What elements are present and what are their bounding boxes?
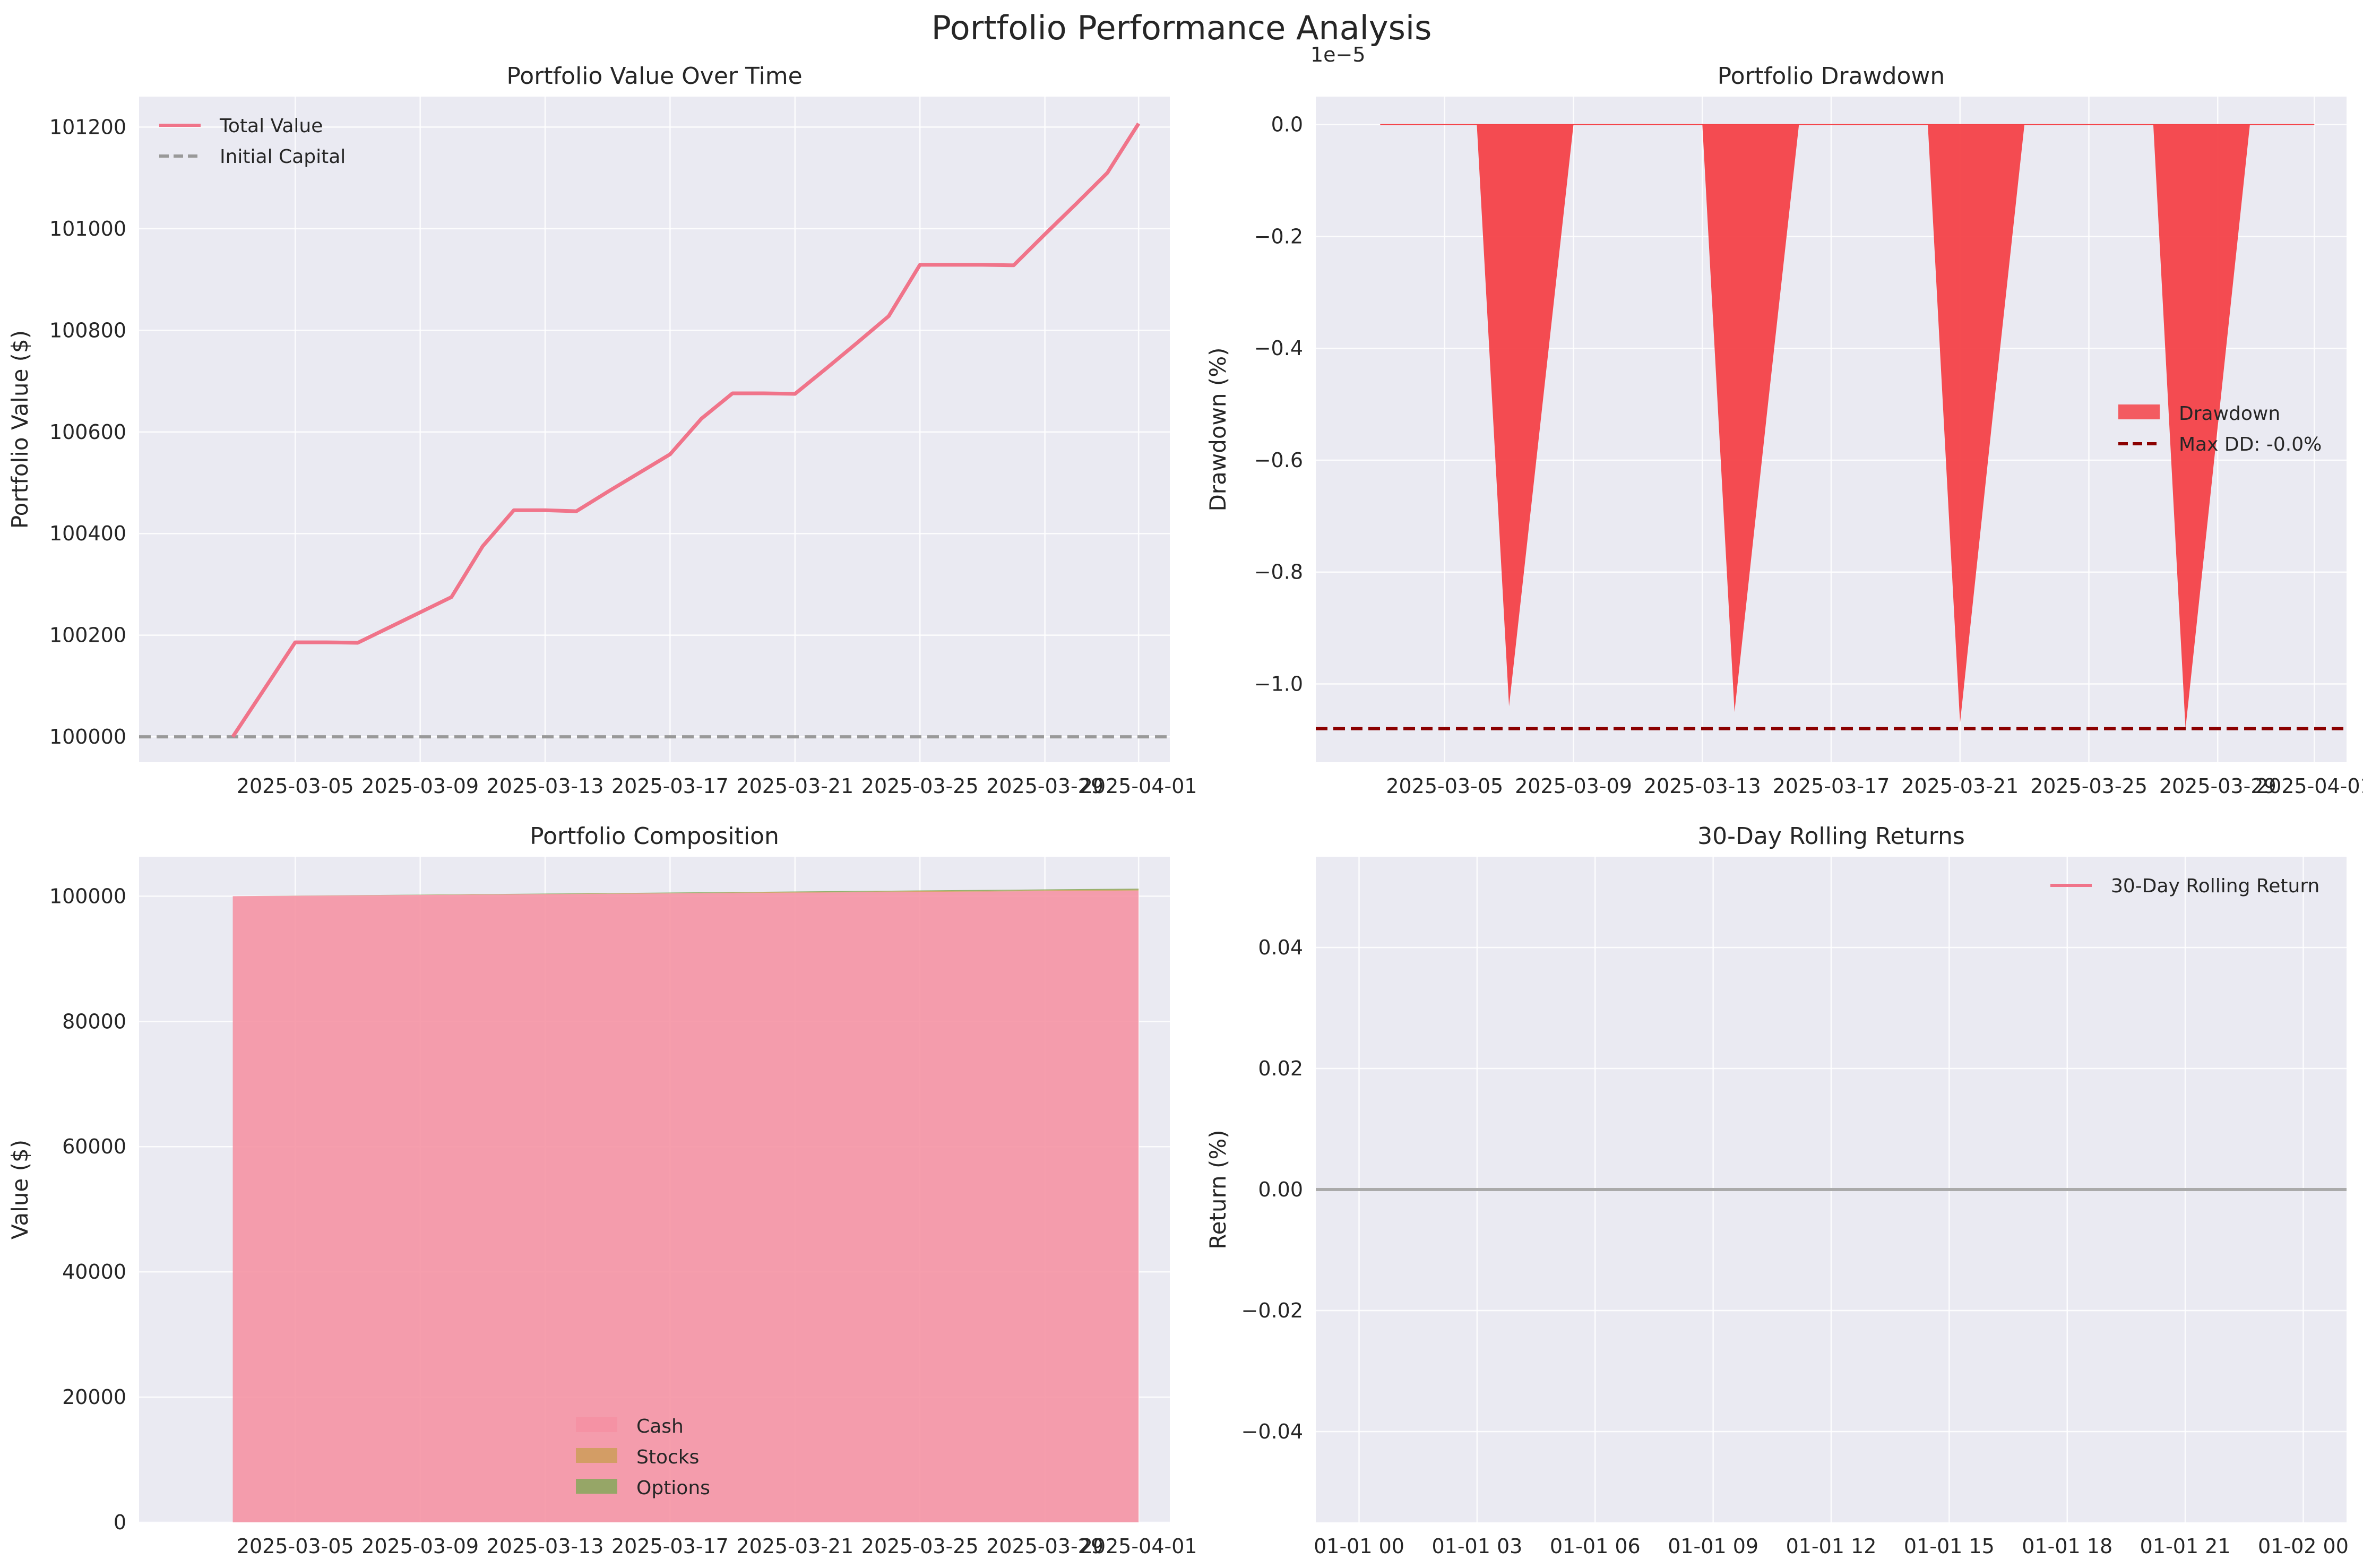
options-area — [232, 889, 1139, 897]
x-tick-label: 2025-03-29 — [986, 774, 1103, 798]
x-tick-label: 2025-03-17 — [611, 1535, 729, 1558]
legend-swatch — [576, 1479, 617, 1494]
x-tick-label: 2025-03-05 — [237, 1535, 354, 1558]
x-tick-label: 01-01 12 — [1786, 1535, 1877, 1558]
subplot-1: 100000 100200 100400 100600 100800 101000 1012… — [7, 63, 1197, 798]
legend-label: 30-Day Rolling Return — [2111, 875, 2319, 897]
x-tick-label: 2025-03-29 — [2159, 774, 2276, 798]
x-tick-label: 2025-03-17 — [611, 774, 729, 798]
x-tick-label: 2025-03-05 — [237, 774, 354, 798]
y-axis-label: Return (%) — [1205, 1130, 1231, 1249]
subplot-title: Portfolio Drawdown — [1718, 63, 1945, 90]
y-axis-label: Value ($) — [7, 1140, 33, 1239]
y-axis-label: Portfolio Value ($) — [7, 330, 33, 529]
y-tick-label: 100600 — [49, 420, 126, 444]
y-tick-label: 0 — [114, 1511, 126, 1534]
x-tick-label: 2025-04-01 — [1080, 1535, 1197, 1558]
x-tick-label: 01-02 00 — [2258, 1535, 2349, 1558]
y-tick-label: −0.4 — [1254, 337, 1303, 360]
x-tick-label: 2025-03-09 — [1515, 774, 1632, 798]
x-tick-label: 2025-03-09 — [361, 774, 479, 798]
y-tick-label: 0.04 — [1258, 936, 1303, 959]
x-tick-label: 2025-03-21 — [736, 774, 853, 798]
y-tick-label: 60000 — [62, 1135, 126, 1158]
x-tick-label: 2025-03-05 — [1386, 774, 1503, 798]
subplot-title: Portfolio Value Over Time — [506, 63, 802, 90]
legend-label: Drawdown — [2179, 403, 2280, 425]
y-tick-label: 0.00 — [1258, 1178, 1303, 1201]
y-tick-label: 40000 — [62, 1260, 126, 1283]
y-tick-label: 20000 — [62, 1385, 126, 1409]
x-tick-label: 2025-03-21 — [1901, 774, 2019, 798]
x-tick-label: 2025-04-01 — [2256, 774, 2363, 798]
x-tick-label: 2025-03-25 — [861, 1535, 979, 1558]
subplot-title: 30-Day Rolling Returns — [1697, 823, 1965, 850]
x-tick-label: 2025-03-25 — [2030, 774, 2148, 798]
subplot-4: 0.04 0.02 0.00 −0.02 −0.04 30-Day Rolling Ret… — [1205, 823, 2349, 1558]
y-tick-label: 101000 — [49, 217, 126, 240]
legend-label: Cash — [636, 1416, 684, 1437]
legend-swatch — [576, 1417, 617, 1432]
x-tick-label: 01-01 06 — [1550, 1535, 1641, 1558]
x-tick-label: 2025-03-29 — [986, 1535, 1103, 1558]
legend-swatch — [2118, 404, 2160, 419]
y-tick-label: 0.0 — [1271, 113, 1303, 136]
x-tick-label: 2025-03-09 — [361, 1535, 479, 1558]
legend: 30-Day Rolling Return — [2050, 875, 2319, 897]
stocks-area — [232, 889, 1139, 897]
legend: Drawdown Max DD: -0.0% — [2118, 403, 2322, 455]
figure-title: Portfolio Performance Analysis — [932, 8, 1432, 47]
legend: Cash Stocks Options — [576, 1416, 710, 1499]
y-tick-label: −0.04 — [1241, 1420, 1303, 1443]
y-tick-label: 100800 — [49, 318, 126, 342]
subplot-title: Portfolio Composition — [530, 823, 779, 850]
legend-label: Stocks — [636, 1446, 699, 1468]
legend-swatch — [576, 1448, 617, 1463]
legend-label: Options — [636, 1477, 710, 1499]
y-tick-label: 0.02 — [1258, 1057, 1303, 1080]
x-tick-label: 01-01 00 — [1314, 1535, 1404, 1558]
x-tick-label: 01-01 09 — [1668, 1535, 1758, 1558]
scale-label: 1e−5 — [1310, 43, 1366, 66]
y-tick-label: 101200 — [49, 115, 126, 139]
subplot-3: 0 20000 40000 60000 80000 100000 Portfolio Com… — [7, 823, 1197, 1558]
x-tick-label: 01-01 18 — [2022, 1535, 2112, 1558]
drawdown-area — [1380, 124, 2315, 729]
x-tick-label: 2025-03-17 — [1773, 774, 1890, 798]
legend: Total Value Initial Capital — [159, 115, 346, 168]
x-tick-label: 01-01 15 — [1904, 1535, 1995, 1558]
y-tick-label: −0.8 — [1254, 561, 1303, 584]
legend-label: Total Value — [219, 115, 323, 137]
cash-area — [232, 890, 1139, 1522]
y-tick-label: 100000 — [49, 725, 126, 748]
y-tick-label: 100400 — [49, 522, 126, 545]
y-tick-label: −0.6 — [1254, 449, 1303, 472]
y-tick-label: −0.02 — [1241, 1299, 1303, 1322]
subplot-2: 0.0 −0.2 −0.4 −0.6 −0.8 −1.0 Portfolio Drawdow… — [1205, 43, 2363, 798]
x-tick-label: 01-01 03 — [1431, 1535, 1522, 1558]
y-axis-label: Drawdown (%) — [1205, 347, 1231, 511]
y-tick-label: 80000 — [62, 1010, 126, 1033]
y-tick-label: −1.0 — [1254, 672, 1303, 695]
x-tick-label: 2025-03-25 — [861, 774, 979, 798]
x-tick-label: 2025-03-13 — [487, 774, 604, 798]
x-tick-label: 2025-04-01 — [1080, 774, 1197, 798]
y-tick-label: 100200 — [49, 624, 126, 647]
x-tick-label: 2025-03-21 — [736, 1535, 853, 1558]
legend-label: Initial Capital — [220, 146, 346, 168]
x-tick-label: 2025-03-13 — [487, 1535, 604, 1558]
total-value-line — [231, 122, 1141, 738]
x-tick-label: 2025-03-13 — [1644, 774, 1761, 798]
plot-area — [139, 97, 1170, 762]
x-tick-label: 01-01 21 — [2140, 1535, 2231, 1558]
legend-label: Max DD: -0.0% — [2179, 434, 2322, 455]
y-tick-label: −0.2 — [1254, 225, 1303, 248]
y-tick-label: 100000 — [49, 884, 126, 908]
